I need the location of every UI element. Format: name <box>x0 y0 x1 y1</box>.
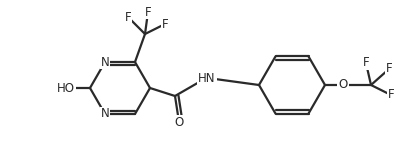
Text: F: F <box>162 18 168 31</box>
Text: HN: HN <box>198 71 216 84</box>
Text: F: F <box>386 62 393 75</box>
Text: HO: HO <box>57 82 75 95</box>
Text: N: N <box>101 107 110 120</box>
Text: O: O <box>339 78 348 91</box>
Text: F: F <box>387 89 394 102</box>
Text: F: F <box>363 57 370 69</box>
Text: F: F <box>145 6 151 18</box>
Text: N: N <box>101 55 110 69</box>
Text: O: O <box>174 115 184 128</box>
Text: F: F <box>125 11 131 24</box>
